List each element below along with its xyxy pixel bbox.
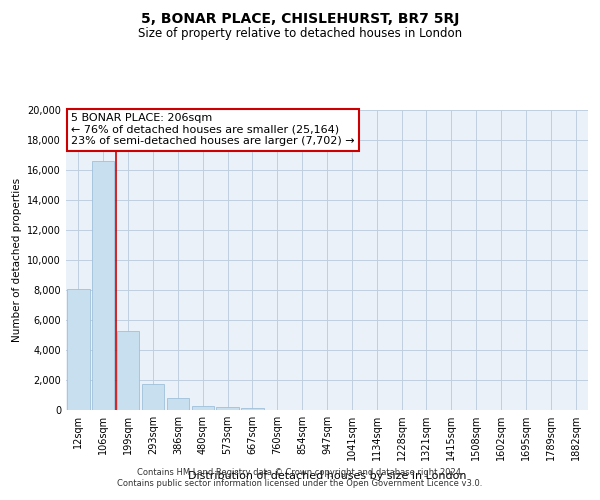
Bar [67, 288, 89, 410]
Bar [217, 407, 239, 410]
Bar [142, 384, 164, 410]
Bar [117, 330, 139, 410]
Text: 5 BONAR PLACE: 206sqm
← 76% of detached houses are smaller (25,164)
23% of semi-: 5 BONAR PLACE: 206sqm ← 76% of detached … [71, 113, 355, 146]
Text: Contains HM Land Registry data © Crown copyright and database right 2024.
Contai: Contains HM Land Registry data © Crown c… [118, 468, 482, 487]
Text: 5, BONAR PLACE, CHISLEHURST, BR7 5RJ: 5, BONAR PLACE, CHISLEHURST, BR7 5RJ [141, 12, 459, 26]
Bar [241, 408, 263, 410]
Y-axis label: Number of detached properties: Number of detached properties [12, 178, 22, 342]
Text: Size of property relative to detached houses in London: Size of property relative to detached ho… [138, 28, 462, 40]
Bar [167, 398, 189, 410]
Bar [191, 406, 214, 410]
X-axis label: Distribution of detached houses by size in London: Distribution of detached houses by size … [188, 472, 466, 482]
Bar [92, 161, 115, 410]
